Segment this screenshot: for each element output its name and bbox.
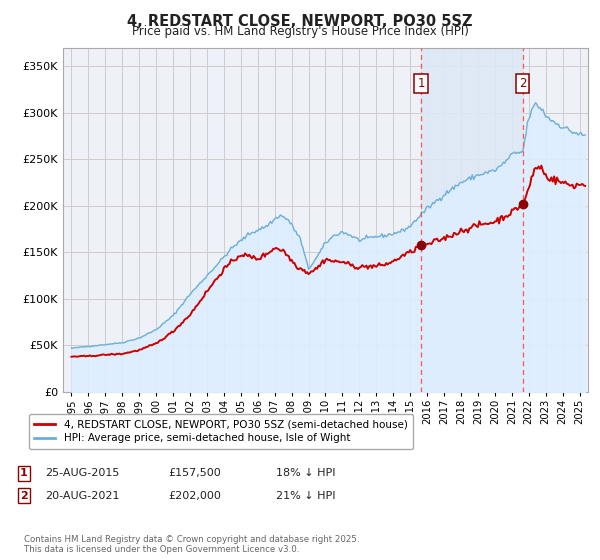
Text: 2: 2: [519, 77, 527, 90]
Text: Contains HM Land Registry data © Crown copyright and database right 2025.
This d: Contains HM Land Registry data © Crown c…: [24, 535, 359, 554]
Text: 1: 1: [418, 77, 425, 90]
Text: £202,000: £202,000: [168, 491, 221, 501]
Text: 4, REDSTART CLOSE, NEWPORT, PO30 5SZ: 4, REDSTART CLOSE, NEWPORT, PO30 5SZ: [127, 14, 473, 29]
Text: 25-AUG-2015: 25-AUG-2015: [45, 468, 119, 478]
Text: Price paid vs. HM Land Registry's House Price Index (HPI): Price paid vs. HM Land Registry's House …: [131, 25, 469, 38]
Bar: [421, 48, 523, 392]
Legend: 4, REDSTART CLOSE, NEWPORT, PO30 5SZ (semi-detached house), HPI: Average price, : 4, REDSTART CLOSE, NEWPORT, PO30 5SZ (se…: [29, 414, 413, 449]
Text: 20-AUG-2021: 20-AUG-2021: [45, 491, 119, 501]
Text: 21% ↓ HPI: 21% ↓ HPI: [276, 491, 335, 501]
Text: 18% ↓ HPI: 18% ↓ HPI: [276, 468, 335, 478]
Text: 2: 2: [20, 491, 28, 501]
Text: £157,500: £157,500: [168, 468, 221, 478]
Text: 1: 1: [20, 468, 28, 478]
